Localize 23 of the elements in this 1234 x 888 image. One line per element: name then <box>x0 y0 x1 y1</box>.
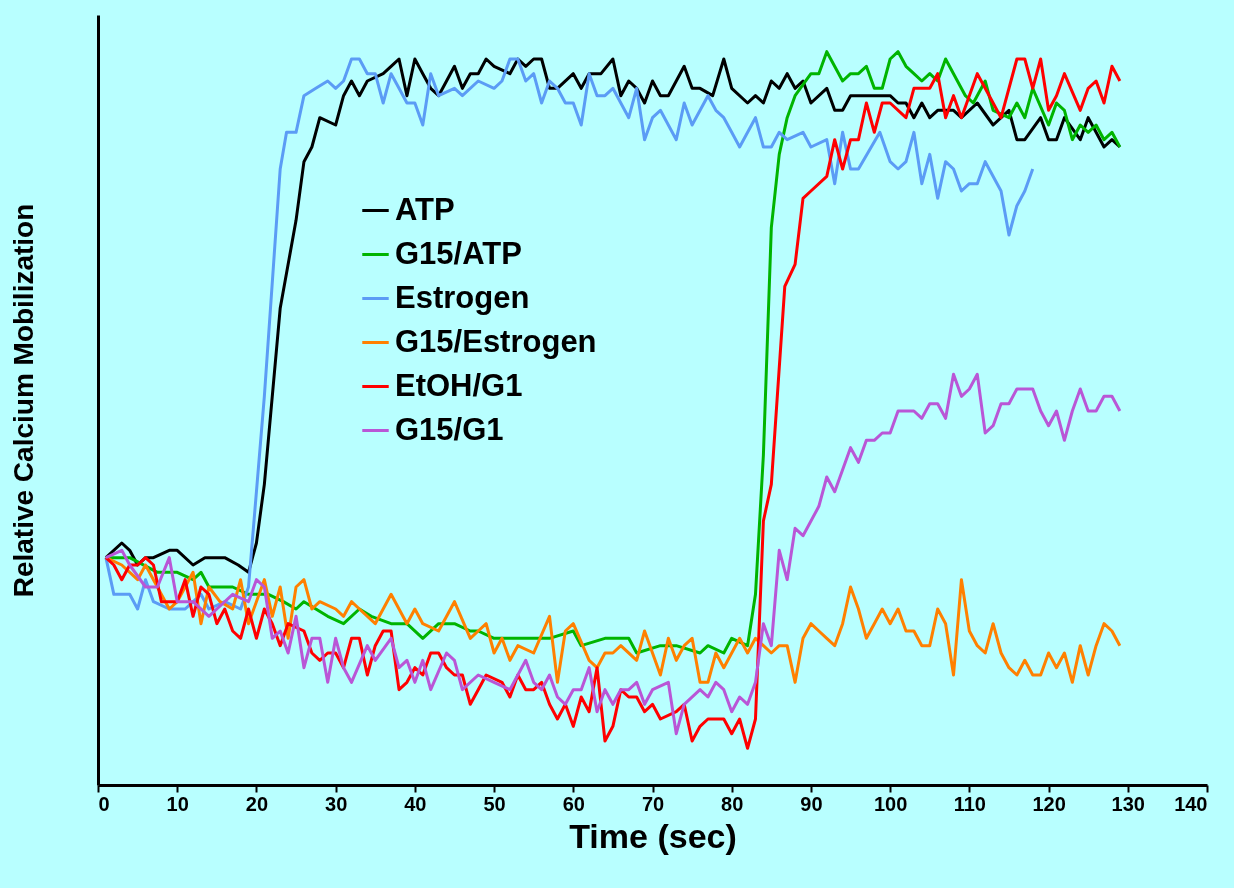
x-tick-label: 20 <box>245 792 269 815</box>
x-tick-label: 90 <box>800 792 823 815</box>
x-axis-title: Time (sec) <box>569 816 737 855</box>
x-tick-label: 0 <box>98 792 110 815</box>
legend-label: EtOH/G1 <box>395 367 523 403</box>
x-tick-label: 140 <box>1174 792 1208 815</box>
x-tick-label: 120 <box>1032 792 1066 815</box>
legend-label: Estrogen <box>395 279 530 315</box>
x-tick-label: 110 <box>953 792 986 815</box>
x-tick-label: 80 <box>721 792 744 815</box>
legend-label: G15/ATP <box>395 235 522 271</box>
legend-label: G15/Estrogen <box>395 323 597 359</box>
x-tick-label: 40 <box>404 792 427 815</box>
y-axis-title: Relative Calcium Mobilization <box>7 203 39 598</box>
x-tick-label: 70 <box>641 792 665 815</box>
x-tick-label: 130 <box>1111 792 1145 815</box>
legend-label: ATP <box>395 191 455 227</box>
legend-label: G15/G1 <box>395 411 504 447</box>
x-tick-label: 10 <box>166 792 189 815</box>
x-tick-label: 60 <box>562 792 585 815</box>
x-tick-label: 100 <box>873 792 908 815</box>
x-tick-label: 30 <box>325 792 348 815</box>
x-tick-label: 50 <box>483 792 506 815</box>
